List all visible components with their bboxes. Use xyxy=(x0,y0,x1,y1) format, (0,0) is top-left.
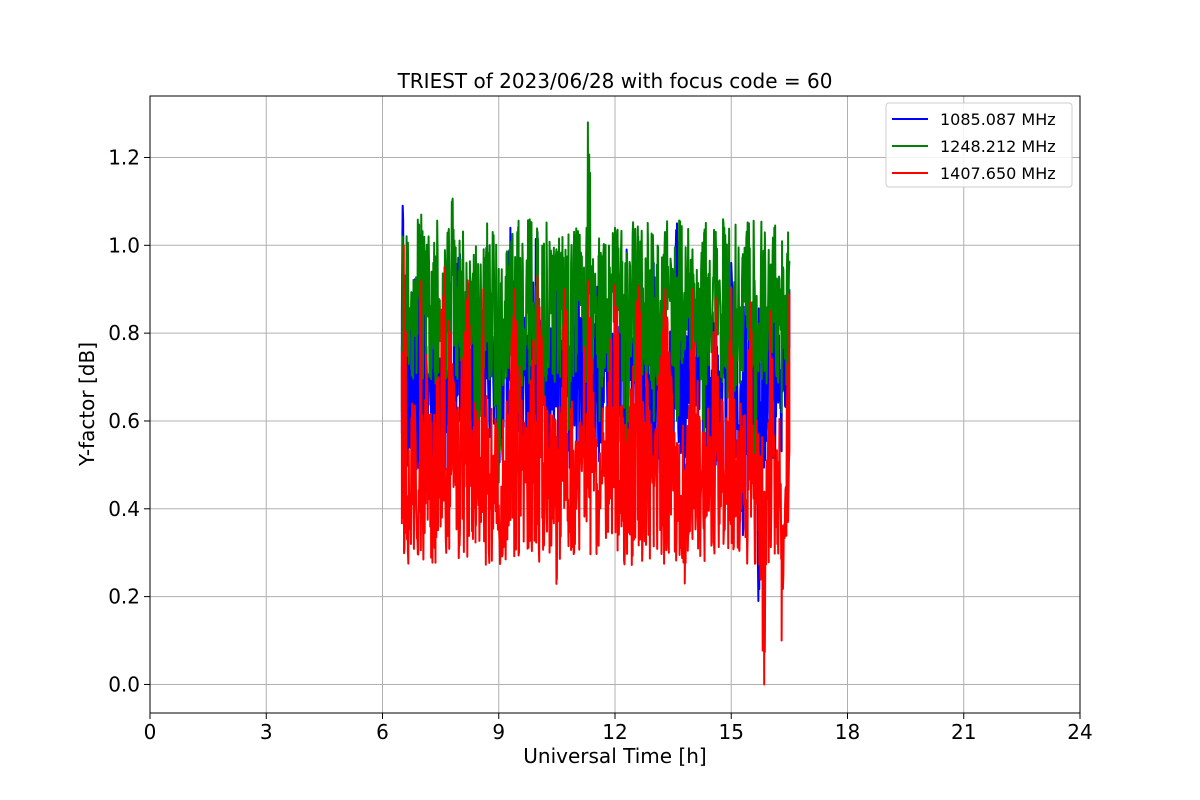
y-tick-label: 0.8 xyxy=(108,321,140,345)
legend-label: 1085.087 MHz xyxy=(940,110,1056,129)
x-tick-label: 18 xyxy=(835,720,860,744)
x-tick-label: 15 xyxy=(719,720,744,744)
series-line-3 xyxy=(400,244,791,686)
y-tick-label: 0.2 xyxy=(108,585,140,609)
x-tick-label: 3 xyxy=(260,720,273,744)
x-axis-label: Universal Time [h] xyxy=(523,744,706,768)
legend-box xyxy=(885,102,1073,188)
series-line-2 xyxy=(400,121,791,510)
y-tick-label: 0.4 xyxy=(108,497,140,521)
y-tick-label: 0.0 xyxy=(108,672,140,696)
x-tick-label: 6 xyxy=(376,720,389,744)
y-tick-label: 1.2 xyxy=(108,145,140,169)
x-tick-label: 24 xyxy=(1067,720,1092,744)
x-tick-label: 9 xyxy=(492,720,505,744)
x-tick-label: 12 xyxy=(602,720,627,744)
legend-label: 1248.212 MHz xyxy=(940,137,1056,156)
y-tick-label: 1.0 xyxy=(108,233,140,257)
legend: 1085.087 MHz 1248.212 MHz 1407.650 MHz xyxy=(885,102,1073,188)
legend-label: 1407.650 MHz xyxy=(940,164,1056,183)
x-axis-ticks: 0 3 6 9 12 15 18 21 24 xyxy=(144,713,1093,744)
plot-area xyxy=(400,121,791,686)
series-layer xyxy=(400,121,791,686)
y-tick-label: 0.6 xyxy=(108,409,140,433)
y-axis-label: Y-factor [dB] xyxy=(75,342,99,467)
x-tick-label: 0 xyxy=(144,720,157,744)
chart-title: TRIEST of 2023/06/28 with focus code = 6… xyxy=(397,69,833,93)
x-tick-label: 21 xyxy=(951,720,976,744)
y-axis-ticks: 0.0 0.2 0.4 0.6 0.8 1.0 1.2 xyxy=(108,145,150,696)
